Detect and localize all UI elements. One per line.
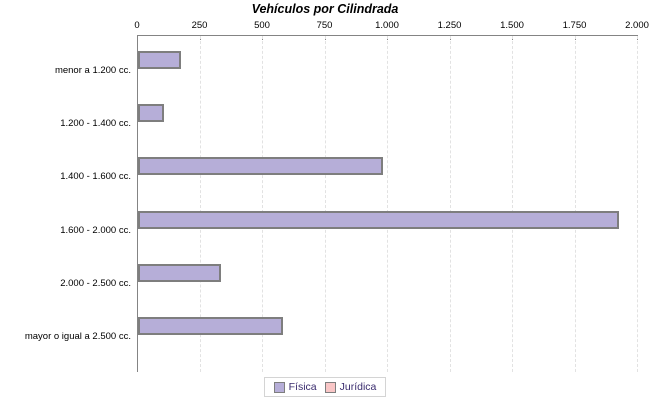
plot-area: 0 250 500 750 1.000 1.250 1.500 1.750 2.000 (134, 20, 649, 372)
y-axis-line (137, 35, 138, 372)
legend-label: Física (288, 381, 317, 393)
bar-física (138, 104, 165, 123)
legend-item-jurídica: Jurídica (324, 381, 377, 393)
category-label: menor a 1.200 cc. (54, 65, 131, 76)
x-axis-line (137, 35, 638, 36)
legend-swatch-icon (273, 381, 285, 393)
bar-física (138, 157, 383, 176)
chart-title: Vehículos por Cilindrada (251, 2, 399, 16)
x-tick-label: 750 (316, 20, 333, 31)
gridline (199, 36, 201, 372)
x-tick-label: 500 (254, 20, 270, 31)
legend-swatch-icon (324, 381, 336, 393)
x-tick-label: 0 (134, 20, 140, 31)
legend-label: Jurídica (339, 381, 377, 393)
x-tick-label: 1.250 (437, 20, 462, 31)
x-tick-mark (137, 36, 138, 40)
category-label: mayor o igual a 2.500 cc. (24, 331, 131, 342)
bar-física (138, 210, 620, 229)
gridline (387, 36, 388, 372)
gridline (512, 36, 513, 372)
category-label: 2.000 - 2.500 cc. (60, 277, 131, 289)
bar-física (138, 263, 221, 282)
legend-box: Física Jurídica (263, 377, 387, 397)
x-tick-label: 250 (191, 20, 208, 31)
category-label: 1.600 - 2.000 cc. (60, 224, 131, 236)
bar-física (138, 317, 283, 335)
x-tick-label: 1.500 (500, 20, 524, 31)
category-label: 1.400 - 1.600 cc. (60, 171, 131, 183)
gridline (637, 36, 638, 372)
legend-item-física: Física (273, 381, 317, 393)
legend: Física Jurídica (0, 377, 650, 397)
bar-física (138, 51, 181, 69)
x-tick-label: 1.750 (562, 20, 587, 31)
x-tick-label: 2.000 (625, 20, 649, 31)
gridline (324, 36, 326, 372)
category-label: 1.200 - 1.400 cc. (60, 118, 131, 130)
x-tick-label: 1.000 (375, 20, 399, 31)
gridline (449, 36, 451, 372)
gridline (574, 36, 576, 372)
gridline (262, 36, 263, 372)
